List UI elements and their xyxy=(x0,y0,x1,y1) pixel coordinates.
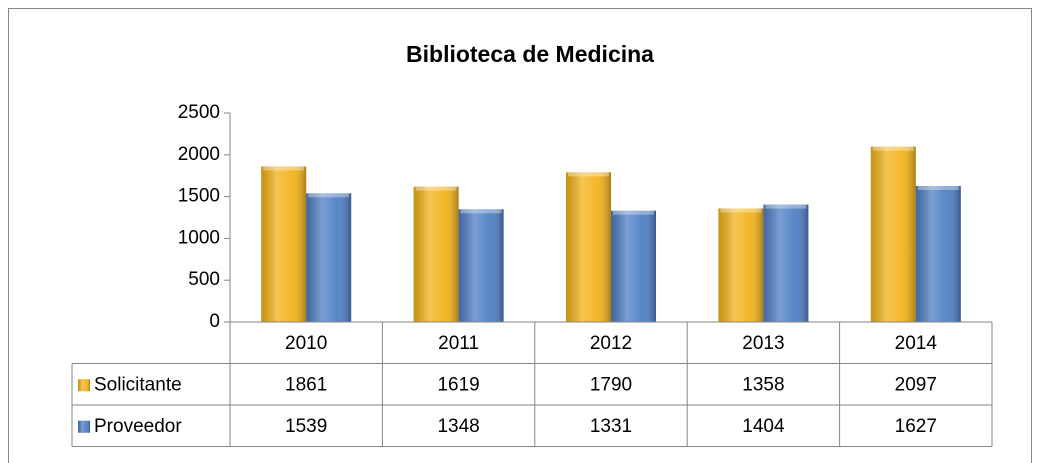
legend-key-shade xyxy=(78,420,90,433)
table-value: 1790 xyxy=(590,374,632,395)
table-value: 1861 xyxy=(285,374,327,395)
table-value: 1404 xyxy=(742,416,785,437)
bar-top xyxy=(765,204,807,209)
table-value: 1539 xyxy=(285,416,327,437)
bar-top xyxy=(872,146,914,151)
x-tick-label: 2012 xyxy=(590,333,632,354)
bar-top xyxy=(308,193,350,198)
y-tick-label: 1500 xyxy=(178,186,220,207)
bar-shade xyxy=(763,204,809,322)
bar-shade xyxy=(458,209,504,322)
chart-title: Biblioteca de Medicina xyxy=(406,41,654,67)
y-tick-label: 1000 xyxy=(178,227,220,248)
bar-shade xyxy=(915,185,961,322)
legend-label: Proveedor xyxy=(94,416,182,437)
table-value: 2097 xyxy=(895,374,937,395)
table-value: 1358 xyxy=(742,374,784,395)
bar-shade xyxy=(870,146,916,322)
y-tick-label: 0 xyxy=(209,311,220,332)
chart-border xyxy=(8,8,1032,463)
bar-top xyxy=(460,209,502,214)
y-tick-label: 2000 xyxy=(178,144,220,165)
x-tick-label: 2010 xyxy=(285,333,327,354)
bar-top xyxy=(613,210,654,215)
x-tick-label: 2013 xyxy=(742,333,784,354)
x-tick-label: 2011 xyxy=(438,333,479,354)
table-value: 1619 xyxy=(437,374,479,395)
bar-top xyxy=(568,172,609,177)
table-value: 1348 xyxy=(437,416,479,437)
bar-shade xyxy=(611,210,656,322)
legend-key-shade xyxy=(78,379,90,392)
table-value: 1627 xyxy=(895,416,937,437)
bar-shade xyxy=(413,186,459,322)
x-tick-label: 2014 xyxy=(895,333,938,354)
y-tick-label: 2500 xyxy=(178,102,220,123)
y-tick-label: 500 xyxy=(188,269,220,290)
legend-label: Solicitante xyxy=(94,374,182,395)
bar-top xyxy=(720,208,762,213)
bar-shade xyxy=(306,193,352,322)
bar-shade xyxy=(566,172,611,322)
bar-top xyxy=(263,166,305,171)
bar-shade xyxy=(718,208,764,322)
bar-shade xyxy=(261,166,307,322)
bar-top xyxy=(415,186,457,191)
table-value: 1331 xyxy=(590,416,632,437)
bar-top xyxy=(917,185,959,190)
